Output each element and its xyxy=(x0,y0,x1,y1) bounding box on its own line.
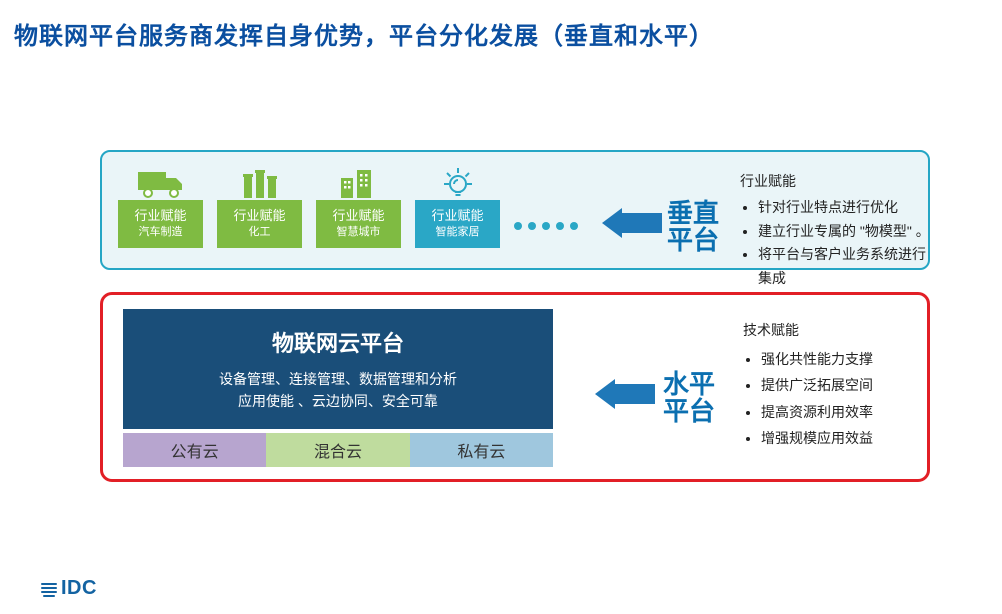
vertical-bullets: 行业赋能 针对行业特点进行优化 建立行业专属的 "物模型" 。 将平台与客户业务… xyxy=(740,170,936,291)
bullet-item: 建立行业专属的 "物模型" 。 xyxy=(758,220,936,244)
platform-desc: 设备管理、连接管理、数据管理和分析 应用使能 、云边协同、安全可靠 xyxy=(219,368,457,413)
card-line1: 行业赋能 xyxy=(332,208,384,225)
arrow-left-icon xyxy=(595,379,655,409)
page-title: 物联网平台服务商发挥自身优势，平台分化发展（垂直和水平） xyxy=(14,16,714,51)
vertical-card-auto: 行业赋能 汽车制造 xyxy=(118,162,203,248)
card-line2: 智能家居 xyxy=(436,225,480,239)
truck-icon xyxy=(136,162,186,200)
platform-title: 物联网云平台 xyxy=(272,326,404,358)
card-label: 行业赋能 智慧城市 xyxy=(316,200,401,248)
label-line: 平台 xyxy=(663,398,715,425)
cloud-public: 公有云 xyxy=(123,433,266,467)
bullet-item: 强化共性能力支撑 xyxy=(761,346,873,373)
bullet-item: 将平台与客户业务系统进行集成 xyxy=(758,243,936,291)
label-line: 水平 xyxy=(663,371,715,398)
label-line: 垂直 xyxy=(667,200,719,227)
bullet-item: 提高资源利用效率 xyxy=(761,399,873,426)
card-line1: 行业赋能 xyxy=(233,208,285,225)
bullet-item: 提供广泛拓展空间 xyxy=(761,372,873,399)
card-line1: 行业赋能 xyxy=(134,208,186,225)
bullets-list: 针对行业特点进行优化 建立行业专属的 "物模型" 。 将平台与客户业务系统进行集… xyxy=(740,196,936,291)
card-label: 行业赋能 汽车制造 xyxy=(118,200,203,248)
bullets-heading: 行业赋能 xyxy=(740,170,936,194)
vertical-card-chemical: 行业赋能 化工 xyxy=(217,162,302,248)
platform-line: 应用使能 、云边协同、安全可靠 xyxy=(219,390,457,412)
cloud-type-row: 公有云 混合云 私有云 xyxy=(123,433,553,467)
diagram-canvas: 行业赋能 汽车制造 行业赋能 xyxy=(100,150,936,482)
card-line2: 汽车制造 xyxy=(139,225,183,239)
cloud-private: 私有云 xyxy=(410,433,553,467)
card-line2: 智慧城市 xyxy=(337,225,381,239)
bullet-item: 针对行业特点进行优化 xyxy=(758,196,936,220)
city-icon xyxy=(334,162,384,200)
bullets-list: 强化共性能力支撑 提供广泛拓展空间 提高资源利用效率 增强规模应用效益 xyxy=(743,346,873,452)
logo-text: IDC xyxy=(61,577,97,600)
card-label: 行业赋能 化工 xyxy=(217,200,302,248)
cloud-hybrid: 混合云 xyxy=(266,433,409,467)
vertical-cards-row: 行业赋能 汽车制造 行业赋能 xyxy=(118,162,500,248)
flask-icon xyxy=(235,162,285,200)
vertical-card-smarthome: 行业赋能 智能家居 xyxy=(415,162,500,248)
bullets-heading: 技术赋能 xyxy=(743,317,873,344)
platform-line: 设备管理、连接管理、数据管理和分析 xyxy=(219,368,457,390)
cloud-platform-box: 物联网云平台 设备管理、连接管理、数据管理和分析 应用使能 、云边协同、安全可靠 xyxy=(123,309,553,429)
arrow-left-icon xyxy=(602,208,662,238)
bullet-item: 增强规模应用效益 xyxy=(761,425,873,452)
logo-mark-icon xyxy=(40,580,58,598)
idc-logo: IDC xyxy=(40,577,97,600)
vertical-card-smartcity: 行业赋能 智慧城市 xyxy=(316,162,401,248)
card-line1: 行业赋能 xyxy=(431,208,483,225)
bulb-icon xyxy=(433,162,483,200)
label-line: 平台 xyxy=(667,227,719,254)
ellipsis-dots xyxy=(514,222,578,230)
horizontal-platform-panel: 物联网云平台 设备管理、连接管理、数据管理和分析 应用使能 、云边协同、安全可靠… xyxy=(100,292,930,482)
card-line2: 化工 xyxy=(249,225,271,239)
horizontal-bullets: 技术赋能 强化共性能力支撑 提供广泛拓展空间 提高资源利用效率 增强规模应用效益 xyxy=(743,317,873,452)
vertical-section-label: 垂直 平台 xyxy=(667,200,719,255)
horizontal-section-label: 水平 平台 xyxy=(663,371,715,426)
card-label: 行业赋能 智能家居 xyxy=(415,200,500,248)
